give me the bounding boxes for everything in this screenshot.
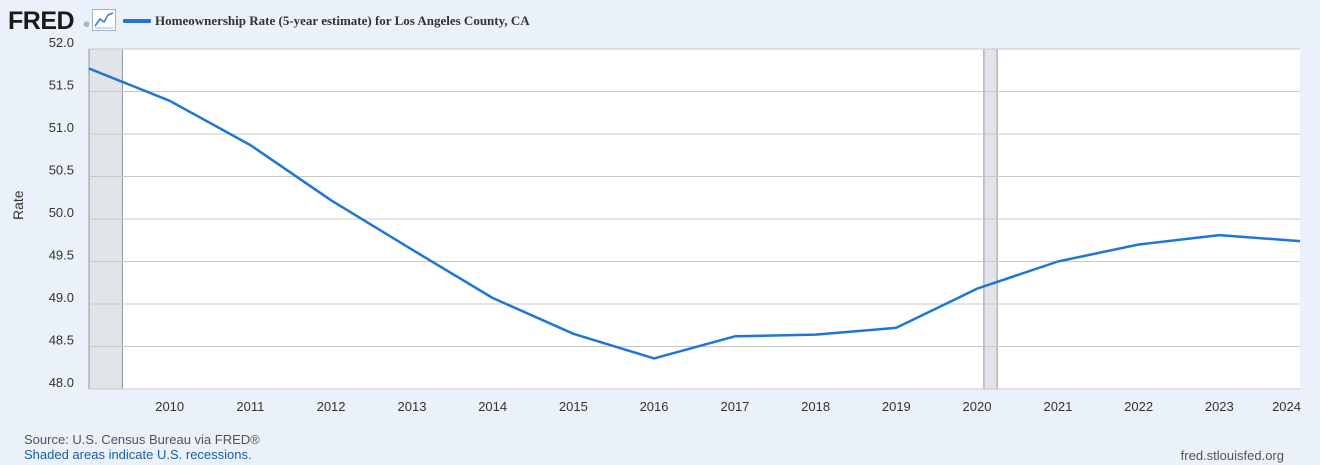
x-tick-label: 2018 [801,399,830,414]
y-tick-label: 52.0 [49,35,74,50]
x-tick-label: 2020 [963,399,992,414]
x-tick-label: 2013 [398,399,427,414]
y-tick-label: 50.5 [49,163,74,178]
y-tick-label: 49.0 [49,290,74,305]
source-text: Source: U.S. Census Bureau via FRED® [24,432,260,447]
x-tick-label: 2016 [640,399,669,414]
line-chart: 52.0 51.5 51.0 50.5 50.0 49.5 49.0 48.5 48.0 201… [49,35,1301,414]
legend-label[interactable]: Homeownership Rate (5-year estimate) for… [155,13,530,28]
series-line[interactable] [88,67,1301,360]
y-axis-label: Rate [10,190,26,220]
fred-logo[interactable]: FRED [8,7,75,35]
y-tick-label: 50.0 [49,205,74,220]
legend-swatch [123,19,151,23]
y-tick-label: 51.5 [49,78,74,93]
x-tick-label: 2011 [236,399,264,414]
chart-header: FRED ® Homeownership Rate (5-year estima… [0,0,1320,40]
x-tick-label: 2010 [155,399,184,414]
x-tick-label: 2015 [559,399,588,414]
x-tick-label: 2022 [1124,399,1153,414]
y-tick-label: 48.0 [49,375,74,390]
x-tick-label: 2021 [1043,399,1072,414]
y-tick-label: 48.5 [49,333,74,348]
registered-mark: ® [84,22,90,29]
y-tick-label: 49.5 [49,248,74,263]
x-tick-label: 2014 [478,399,507,414]
site-url[interactable]: fred.stlouisfed.org [1180,448,1284,463]
x-tick-label: 2012 [317,399,346,414]
line-chart-icon [92,9,116,31]
x-tick-label: 2017 [720,399,749,414]
x-tick-label: 2019 [882,399,911,414]
y-tick-label: 51.0 [49,120,74,135]
recession-note[interactable]: Shaded areas indicate U.S. recessions. [24,447,252,462]
x-tick-label: 2024 [1272,399,1301,414]
x-tick-label: 2023 [1205,399,1234,414]
